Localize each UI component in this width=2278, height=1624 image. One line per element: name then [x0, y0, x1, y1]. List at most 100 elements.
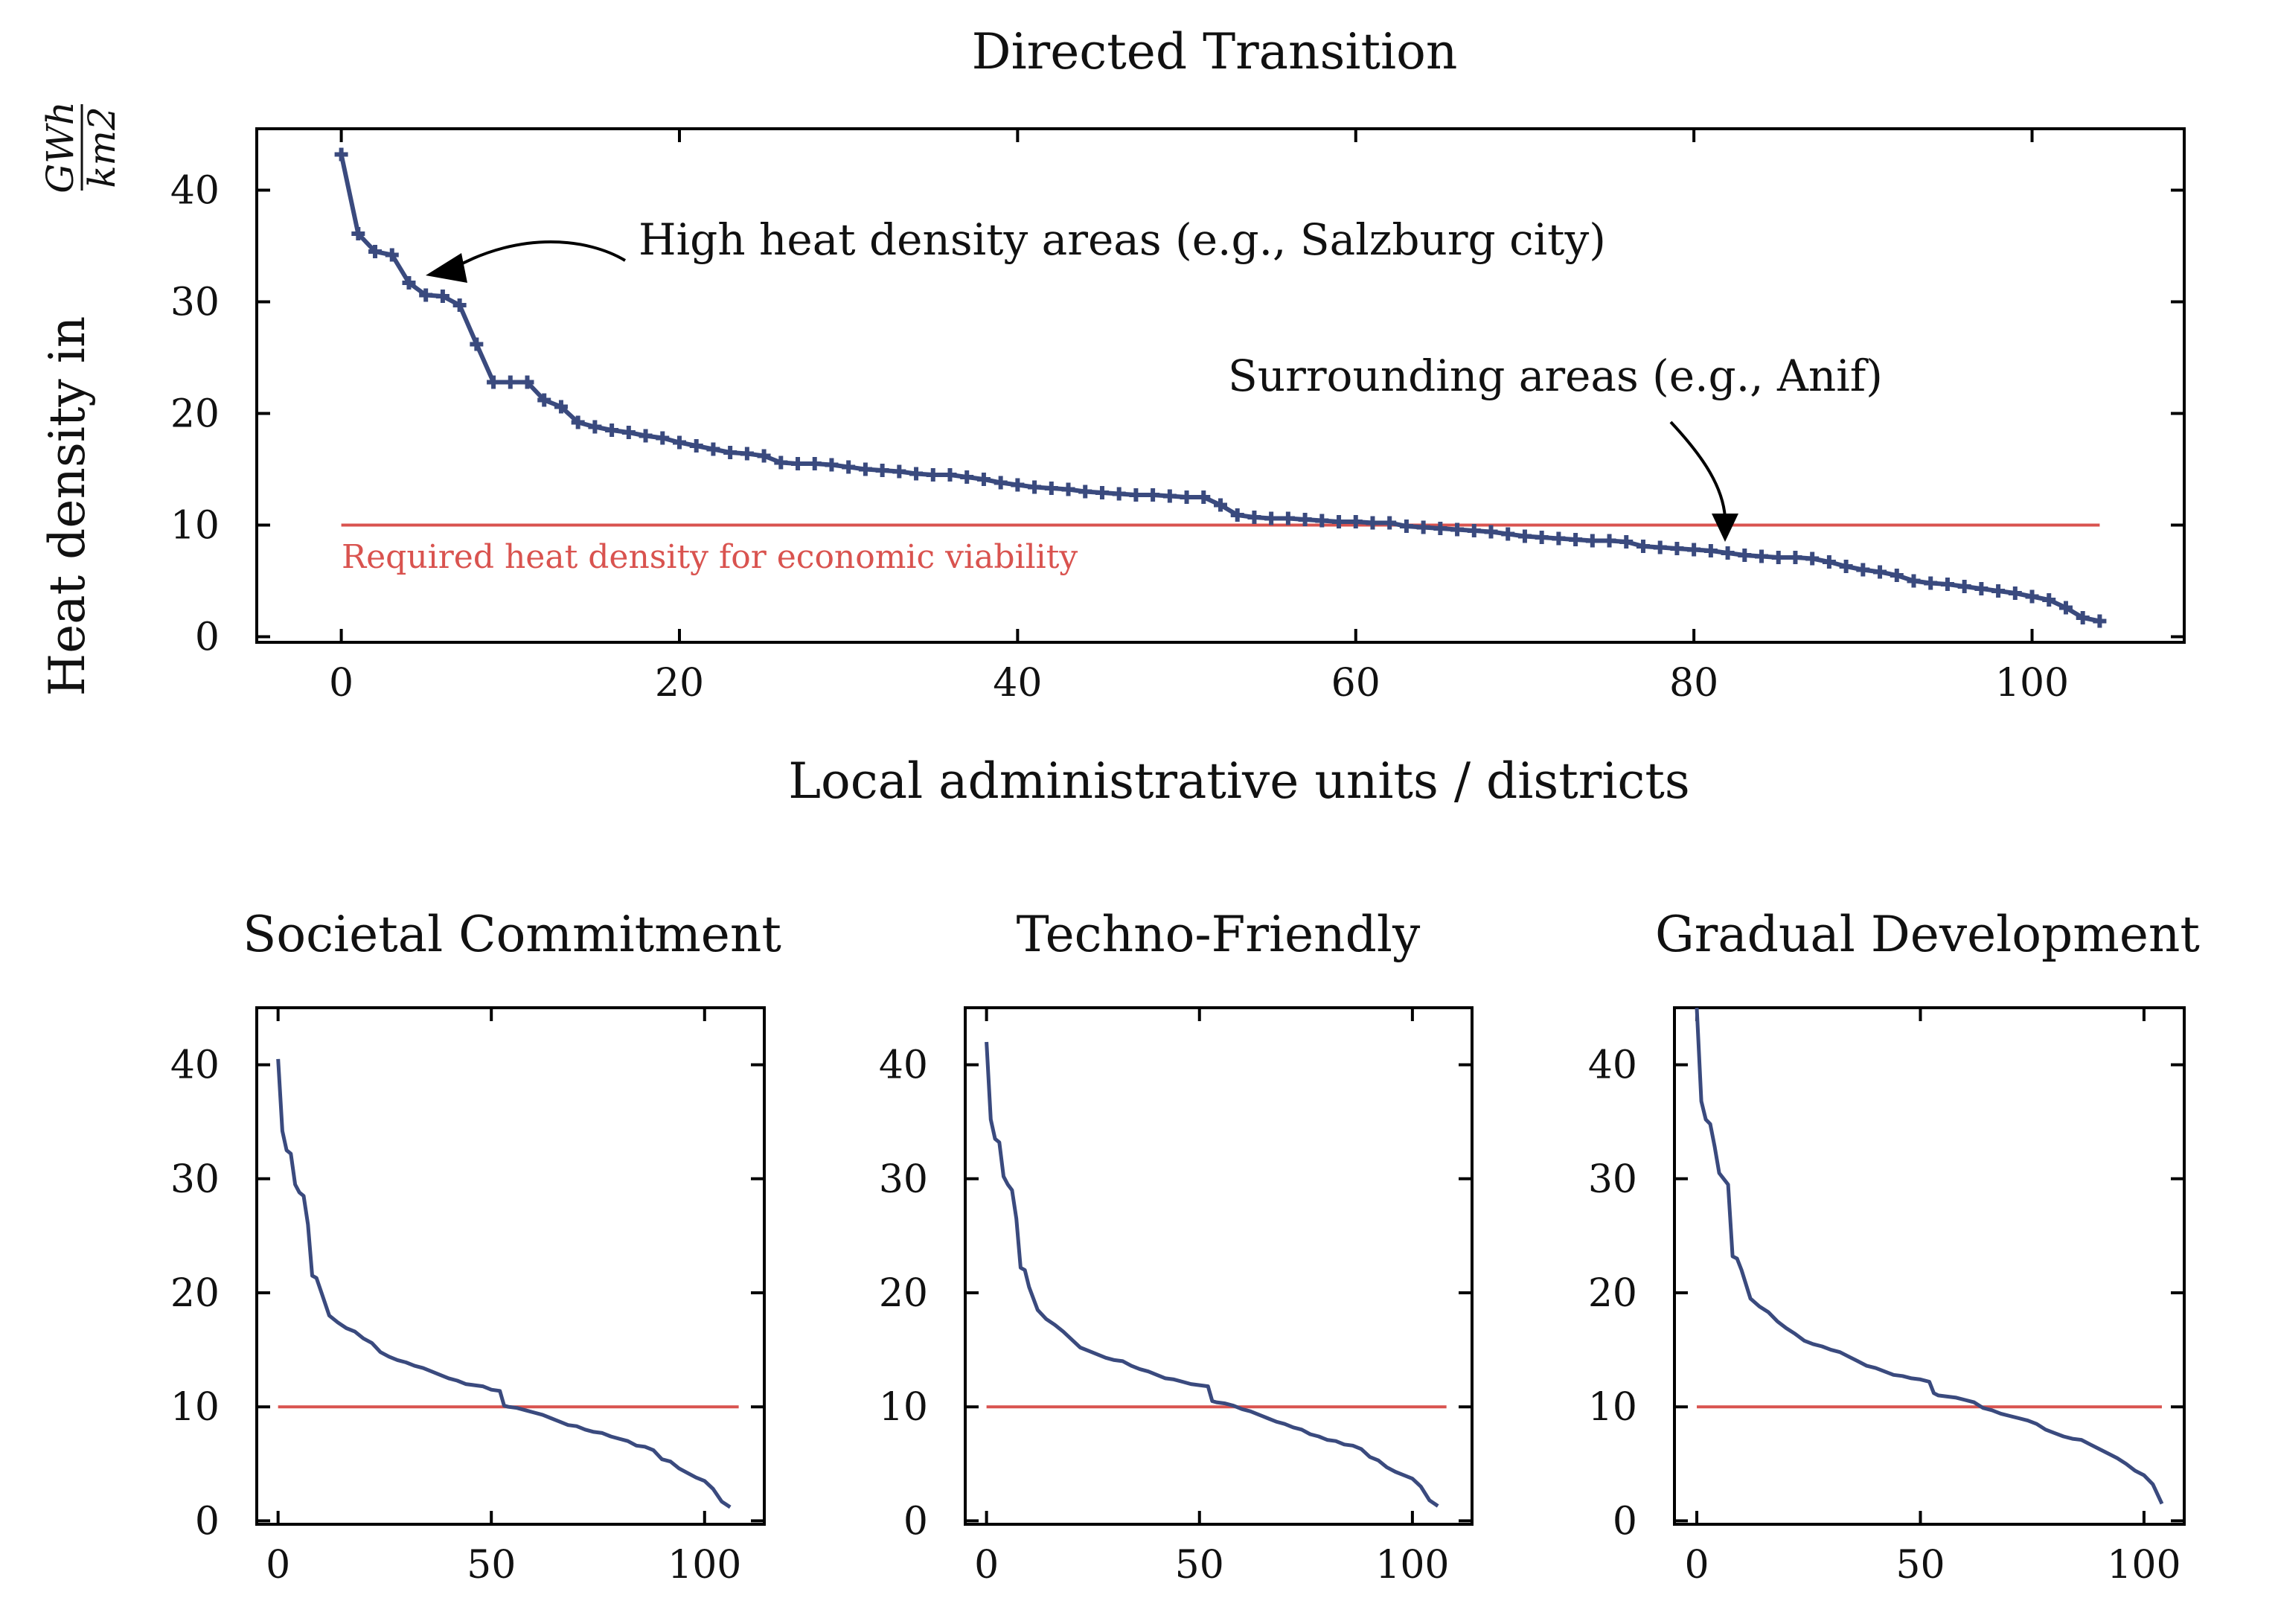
axes-directed-transition: 0 20 40 60 80 100 0 10 20 30 40 [170, 127, 2186, 706]
y-axis-unit-fraction: GWh km2 [39, 101, 124, 194]
data-point [1416, 520, 1430, 534]
data-point [723, 446, 738, 459]
y-tick-label: 30 [1588, 1157, 1637, 1202]
data-point [1873, 565, 1887, 579]
data-point [1348, 515, 1363, 528]
data-point [503, 375, 517, 389]
data-point [1991, 584, 2006, 598]
y-tick-label: 40 [170, 169, 220, 214]
data-point [1281, 511, 1295, 525]
data-point [1569, 533, 1583, 546]
data-point [1332, 515, 1346, 528]
data-point [1839, 560, 1853, 573]
title-gradual-development: Gradual Development [1655, 906, 2200, 963]
data-point [774, 455, 788, 470]
data-point [1078, 485, 1092, 499]
y-tick-label: 0 [903, 1499, 928, 1544]
data-point [1129, 488, 1143, 502]
data-point [419, 288, 433, 302]
unit-numerator: GWh [39, 101, 82, 194]
data-point [1755, 549, 1769, 563]
data-point [537, 393, 551, 407]
y-tick-label: 30 [170, 1157, 220, 1202]
data-point [385, 248, 399, 262]
data-point [470, 337, 484, 351]
data-point [1433, 522, 1447, 535]
y-tick-label: 40 [879, 1043, 928, 1088]
data-point [2093, 614, 2107, 628]
annotation-surrounding-arrow [1669, 421, 1727, 518]
data-point [334, 147, 348, 162]
series-line [985, 1041, 1439, 1508]
data-point [1687, 543, 1701, 557]
y-tick-label: 0 [1613, 1499, 1637, 1544]
y-axis-label: Heat density in GWh km2 [39, 101, 124, 696]
data-point [1180, 490, 1194, 504]
data-point [1264, 511, 1279, 525]
data-point [1467, 524, 1481, 537]
panel-directed-transition: Directed Transition Local administrative… [39, 23, 2186, 810]
x-tick-label: 0 [329, 661, 353, 706]
data-point [1670, 542, 1684, 555]
y-tick-label: 30 [170, 281, 220, 325]
data-point [842, 460, 856, 474]
data-point [1484, 525, 1498, 539]
data-point [1721, 546, 1735, 560]
axes-societal-commitment: 0 50 100 0 10 20 30 40 [170, 1006, 766, 1588]
data-point [1535, 531, 1549, 544]
data-point [621, 426, 636, 439]
y-tick-label: 0 [195, 616, 220, 660]
data-point [689, 439, 703, 453]
data-point [1366, 516, 1380, 530]
data-point [1602, 534, 1616, 548]
data-point [1653, 540, 1667, 554]
data-point [1822, 555, 1836, 569]
data-point [960, 470, 974, 484]
data-point [520, 375, 534, 389]
y-tick-label: 20 [170, 1271, 220, 1316]
y-tick-label: 10 [1588, 1385, 1637, 1430]
x-tick-label: 80 [1669, 661, 1718, 706]
data-point [1044, 482, 1058, 495]
data-point [858, 462, 872, 476]
data-point [943, 468, 957, 482]
data-point [757, 449, 771, 463]
x-tick-label: 50 [1175, 1543, 1224, 1588]
data-point [402, 276, 416, 290]
annotation-high-heat-arrowhead [426, 253, 467, 283]
data-point [909, 467, 924, 481]
y-tick-label: 40 [170, 1043, 220, 1088]
data-point [639, 429, 653, 443]
data-point [1450, 522, 1465, 537]
y-tick-label: 20 [879, 1271, 928, 1316]
data-point [2008, 586, 2022, 600]
title-directed-transition: Directed Transition [972, 23, 1458, 80]
axes-frame [255, 127, 2186, 644]
axes-techno-friendly: 0 50 100 0 10 20 30 40 [879, 1006, 1474, 1588]
data-point [1619, 535, 1634, 549]
data-point [740, 447, 754, 461]
x-tick-label: 20 [655, 661, 704, 706]
data-point [554, 400, 568, 414]
data-point [1636, 540, 1650, 553]
y-tick-label: 0 [195, 1499, 220, 1544]
data-point [2058, 601, 2073, 615]
data-point [588, 420, 602, 434]
title-societal-commitment: Societal Commitment [243, 906, 781, 963]
data-point [571, 415, 585, 429]
x-tick-label: 100 [668, 1543, 741, 1588]
data-point [1738, 549, 1752, 562]
panel-techno-friendly: Techno-Friendly 0 50 100 0 10 20 30 40 [879, 906, 1474, 1588]
title-techno-friendly: Techno-Friendly [1017, 906, 1421, 963]
data-point [1028, 480, 1042, 494]
data-point [706, 442, 720, 456]
panel-gradual-development: Gradual Development 0 50 100 0 10 20 30 40 [1588, 906, 2200, 1588]
x-tick-label: 0 [974, 1543, 999, 1588]
annotation-high-heat-text: High heat density areas (e.g., Salzburg … [639, 214, 1606, 265]
data-point [2025, 589, 2039, 604]
data-point [1805, 552, 1820, 566]
data-point [1383, 516, 1397, 530]
y-tick-label: 20 [1588, 1271, 1637, 1316]
data-point [368, 245, 383, 258]
